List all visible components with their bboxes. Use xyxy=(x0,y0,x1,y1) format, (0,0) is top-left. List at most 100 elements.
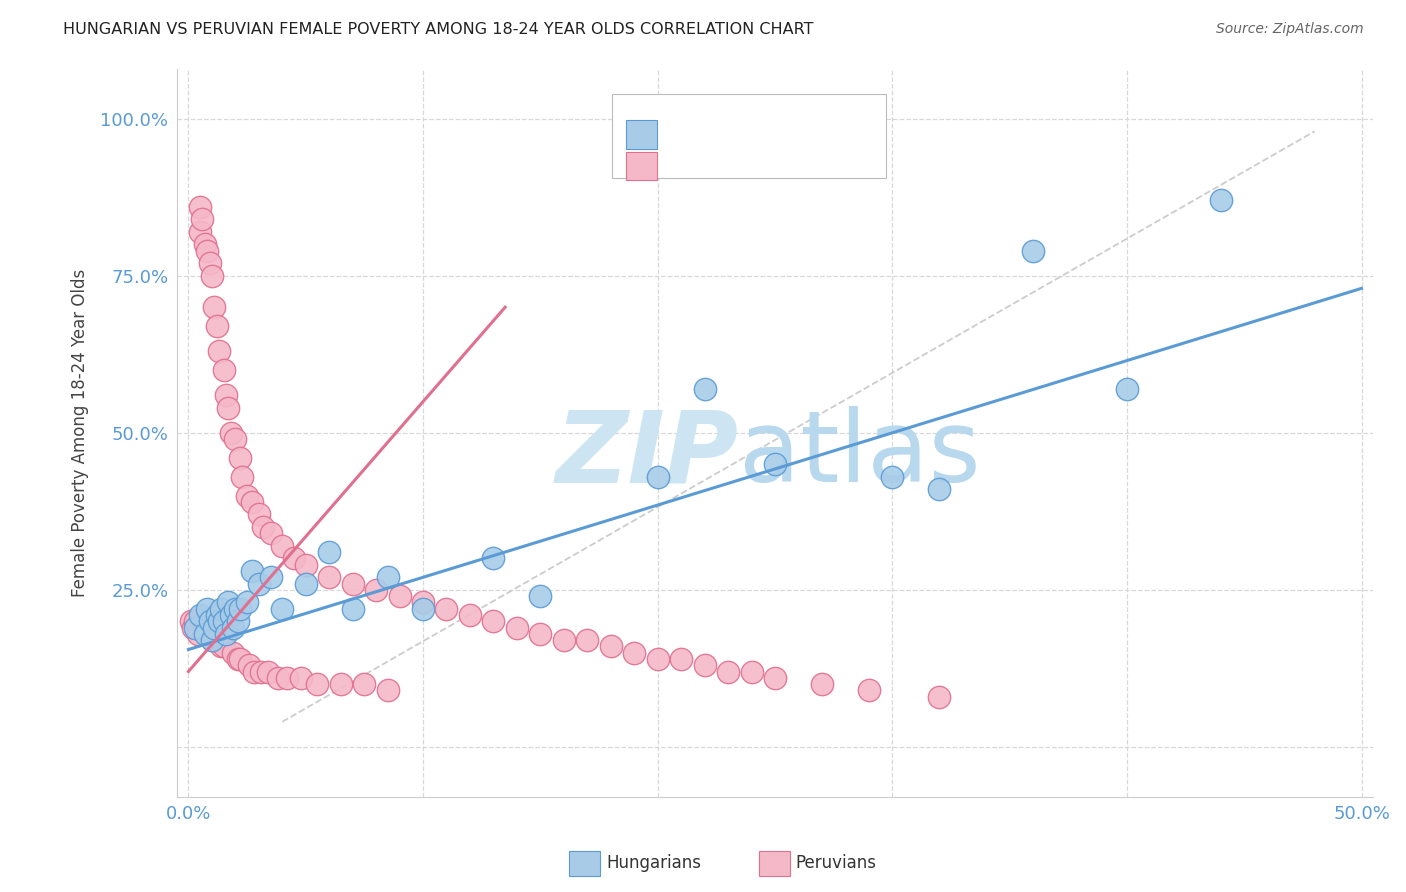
Point xyxy=(529,589,551,603)
Point xyxy=(195,601,218,615)
Point xyxy=(506,621,529,635)
Point xyxy=(599,640,621,654)
Point xyxy=(240,495,263,509)
Point xyxy=(205,607,228,622)
Point xyxy=(290,671,312,685)
Point xyxy=(271,601,294,615)
Point xyxy=(307,677,329,691)
Point xyxy=(623,646,645,660)
Point xyxy=(202,621,225,635)
Point xyxy=(222,621,245,635)
Point xyxy=(198,627,221,641)
Point xyxy=(209,640,232,654)
Text: R = 0.663: R = 0.663 xyxy=(668,96,751,114)
Point xyxy=(229,601,252,615)
Point xyxy=(250,665,273,679)
Point xyxy=(247,508,270,522)
Point xyxy=(266,671,288,685)
Point xyxy=(259,526,281,541)
Text: Peruvians: Peruvians xyxy=(796,855,877,872)
Point xyxy=(195,244,218,258)
Point xyxy=(811,677,834,691)
Point xyxy=(294,558,316,572)
Point xyxy=(219,425,242,440)
Point xyxy=(283,551,305,566)
Point xyxy=(181,621,204,635)
Text: ZIP: ZIP xyxy=(555,406,740,503)
Point xyxy=(224,432,246,446)
Point xyxy=(693,382,716,396)
Point xyxy=(858,683,880,698)
Point xyxy=(342,576,364,591)
Point xyxy=(188,225,211,239)
Point xyxy=(482,551,505,566)
Point xyxy=(198,614,221,628)
Point xyxy=(201,633,224,648)
Point xyxy=(247,576,270,591)
Point xyxy=(194,237,217,252)
Point xyxy=(329,677,352,691)
Point xyxy=(188,200,211,214)
Point xyxy=(222,646,245,660)
Point xyxy=(194,621,217,635)
Point xyxy=(1209,194,1232,208)
Point xyxy=(717,665,740,679)
Point xyxy=(693,658,716,673)
Point xyxy=(191,212,214,227)
Point xyxy=(576,633,599,648)
Point xyxy=(882,470,904,484)
Point xyxy=(188,607,211,622)
Point xyxy=(208,344,231,359)
Point xyxy=(231,470,253,484)
Text: Source: ZipAtlas.com: Source: ZipAtlas.com xyxy=(1216,22,1364,37)
Point xyxy=(928,483,950,497)
Point xyxy=(436,601,458,615)
Text: Hungarians: Hungarians xyxy=(606,855,702,872)
Point xyxy=(763,671,786,685)
Point xyxy=(740,665,762,679)
Point xyxy=(217,595,239,609)
Point xyxy=(215,627,238,641)
Point xyxy=(236,595,259,609)
Point xyxy=(229,450,252,465)
Point xyxy=(763,457,786,471)
Text: atlas: atlas xyxy=(740,406,981,503)
Point xyxy=(194,627,217,641)
Point xyxy=(208,614,231,628)
Point xyxy=(236,489,259,503)
Point xyxy=(229,652,252,666)
Point xyxy=(342,601,364,615)
Point xyxy=(259,570,281,584)
Point xyxy=(238,658,260,673)
Point xyxy=(366,582,388,597)
Point xyxy=(271,539,294,553)
Point xyxy=(212,640,235,654)
Point xyxy=(377,570,399,584)
Point xyxy=(353,677,375,691)
Point xyxy=(412,595,434,609)
Point xyxy=(187,627,209,641)
Text: HUNGARIAN VS PERUVIAN FEMALE POVERTY AMONG 18-24 YEAR OLDS CORRELATION CHART: HUNGARIAN VS PERUVIAN FEMALE POVERTY AMO… xyxy=(63,22,814,37)
Point xyxy=(212,614,235,628)
Text: R = 0.454: R = 0.454 xyxy=(668,129,751,147)
Point xyxy=(294,576,316,591)
Point xyxy=(252,520,274,534)
Point xyxy=(412,601,434,615)
Point xyxy=(205,319,228,334)
Point xyxy=(647,652,669,666)
Point xyxy=(226,614,249,628)
Point xyxy=(318,570,340,584)
Y-axis label: Female Poverty Among 18-24 Year Olds: Female Poverty Among 18-24 Year Olds xyxy=(72,268,89,597)
Point xyxy=(529,627,551,641)
Point xyxy=(458,607,481,622)
Text: N = 72: N = 72 xyxy=(769,129,827,147)
Point xyxy=(669,652,692,666)
Point xyxy=(212,363,235,377)
Point xyxy=(553,633,575,648)
Point xyxy=(209,601,232,615)
Point xyxy=(217,401,239,415)
Point xyxy=(202,300,225,314)
Point xyxy=(377,683,399,698)
Point xyxy=(201,633,224,648)
Point xyxy=(201,268,224,283)
